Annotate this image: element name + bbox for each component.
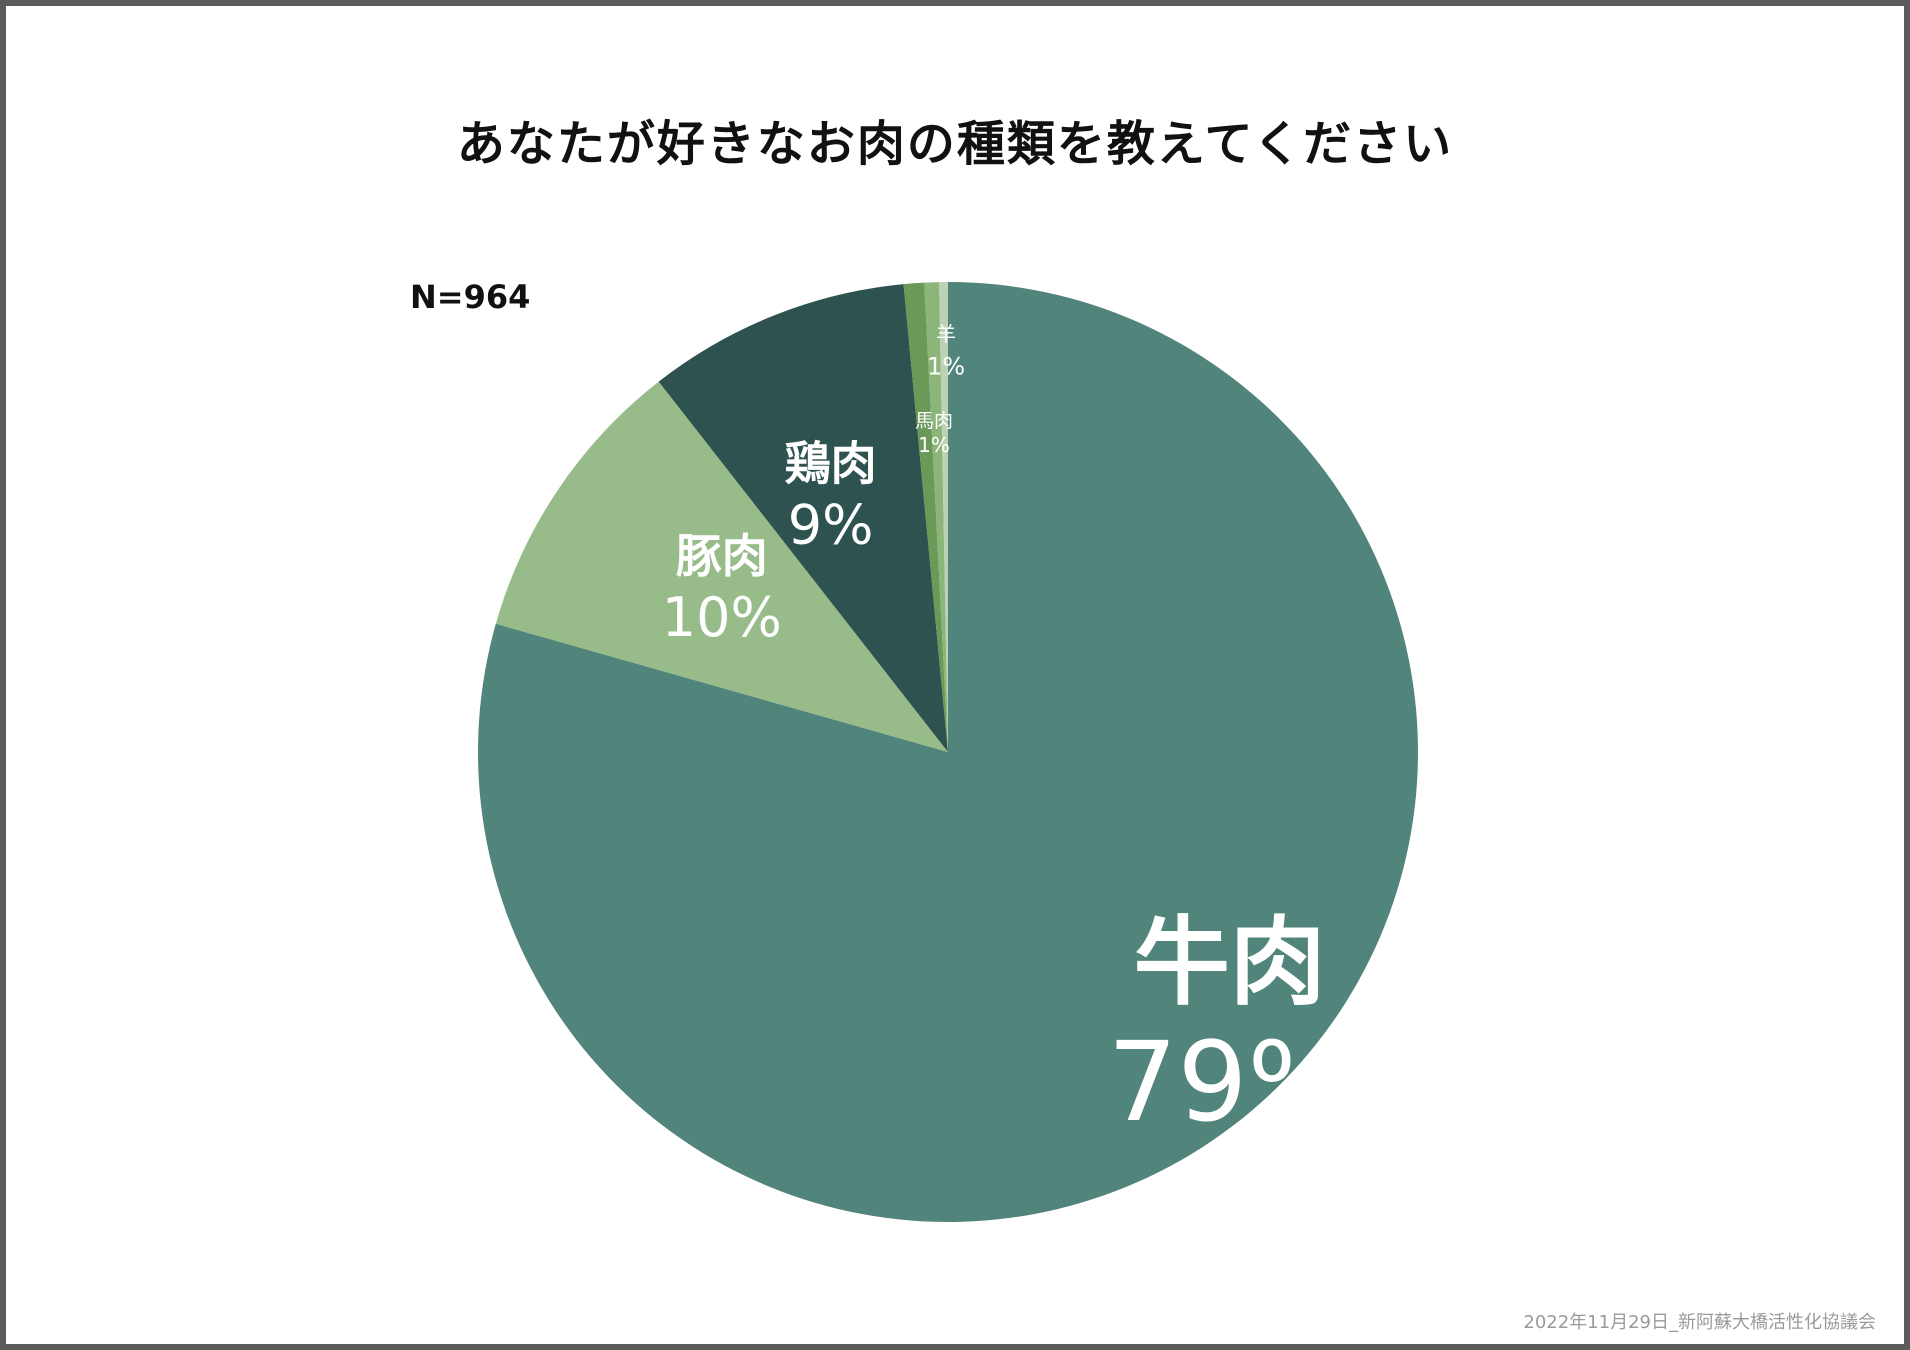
slice-chicken-name: 鶏肉: [785, 436, 877, 490]
slice-chicken: [658, 284, 948, 752]
footer-credit: 2022年11月29日_新阿蘇大橋活性化協議会: [1523, 1312, 1876, 1333]
slice-lamb-name: 羊: [936, 322, 956, 346]
chart-title: あなたが好きなお肉の種類を教えてください: [456, 116, 1454, 172]
slice-pork-value: 10%: [662, 586, 782, 649]
slice-pork: [495, 381, 948, 752]
slice-other: [903, 282, 948, 752]
slice-chicken-label: 鶏肉9%: [785, 436, 877, 556]
slice-pork-name: 豚肉: [676, 529, 768, 583]
slice-horse-label: 馬肉1%: [915, 410, 953, 457]
slice-beef-value: 79%: [1107, 1018, 1352, 1146]
slice-lamb: [939, 282, 948, 752]
slice-chicken-value: 9%: [788, 494, 874, 557]
pie-slices: [477, 282, 1419, 1222]
slice-horse-name: 馬肉: [915, 410, 953, 432]
slice-lamb-label: 羊 1%: [927, 322, 965, 381]
slice-horse: [924, 282, 948, 752]
slice-beef-name: 牛肉: [1134, 906, 1326, 1018]
slice-lamb-value: 1%: [927, 353, 965, 381]
slice-horse-value: 1%: [918, 433, 950, 457]
slide: あなたが好きなお肉の種類を教えてください N=964 牛肉 79% 豚肉 10% 鶏肉 9…: [6, 6, 1904, 1344]
sample-size-label: N=964: [410, 278, 531, 316]
